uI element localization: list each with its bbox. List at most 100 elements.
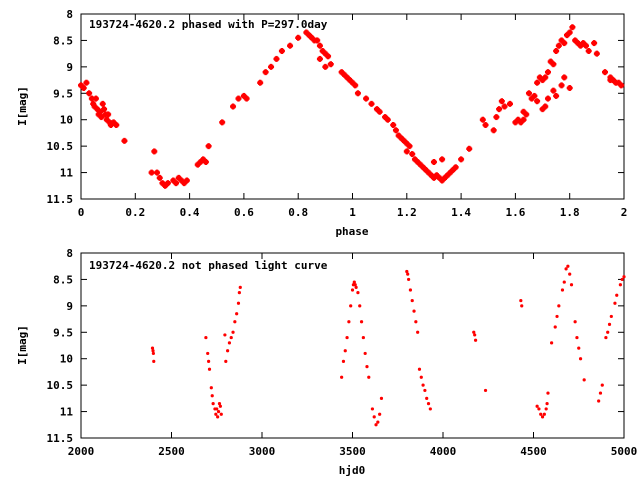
data-point xyxy=(426,402,431,406)
data-point xyxy=(472,330,476,334)
data-point xyxy=(151,351,155,356)
y-tick-label: 11 xyxy=(60,406,74,419)
data-point xyxy=(379,396,384,400)
x-tick-label: 0.4 xyxy=(180,206,200,219)
data-point xyxy=(338,69,345,76)
x-tick-label: 4000 xyxy=(430,445,457,458)
data-point xyxy=(545,402,549,406)
y-axis-label: I[mag] xyxy=(16,325,29,365)
data-point xyxy=(219,412,223,416)
data-point xyxy=(235,312,239,316)
data-point xyxy=(577,42,584,49)
data-point xyxy=(501,103,508,110)
data-point xyxy=(506,100,513,107)
data-point xyxy=(573,320,577,324)
data-point xyxy=(347,320,351,324)
data-point xyxy=(170,177,177,184)
data-point xyxy=(479,116,486,123)
data-point xyxy=(425,169,432,176)
data-point xyxy=(618,283,622,287)
data-point xyxy=(563,32,570,39)
y-tick-label: 9.5 xyxy=(53,87,73,100)
data-point xyxy=(110,119,117,126)
data-point xyxy=(175,174,182,181)
data-point xyxy=(164,180,171,187)
data-point xyxy=(428,407,432,411)
data-point xyxy=(553,92,560,99)
data-point xyxy=(226,349,230,353)
data-point xyxy=(219,119,226,126)
data-point xyxy=(535,404,539,408)
data-point xyxy=(353,283,357,287)
data-point xyxy=(316,55,323,62)
data-point xyxy=(243,95,250,102)
data-point xyxy=(344,74,351,81)
data-point xyxy=(224,359,228,363)
data-point xyxy=(406,272,410,276)
data-point xyxy=(425,396,429,400)
data-point xyxy=(173,180,180,187)
data-point xyxy=(582,378,586,382)
data-point xyxy=(162,182,169,189)
x-tick-label: 2000 xyxy=(68,445,95,458)
data-point xyxy=(593,50,600,57)
data-point xyxy=(200,156,207,163)
x-tick-label: 3500 xyxy=(339,445,366,458)
data-point xyxy=(520,116,527,123)
data-point xyxy=(390,122,397,128)
data-point xyxy=(151,349,155,353)
data-point xyxy=(346,77,353,84)
y-tick-label: 10.5 xyxy=(47,140,74,153)
data-point xyxy=(539,412,543,416)
data-point xyxy=(439,177,446,184)
x-tick-label: 1.8 xyxy=(560,206,580,219)
data-point xyxy=(515,116,522,123)
data-point xyxy=(407,277,411,282)
data-point xyxy=(207,359,211,363)
data-point xyxy=(237,291,241,295)
data-point xyxy=(615,79,622,86)
panel-title: 193724-4620.2 phased with P=297.0day xyxy=(89,18,328,31)
unphased-panel: 2000 2500 3000 3500 4000 4500 5000 8 8.5 9 9.5 10 1… xyxy=(16,247,637,477)
data-point xyxy=(97,108,104,115)
data-point xyxy=(606,330,610,334)
data-point xyxy=(210,394,214,398)
data-point xyxy=(598,391,603,395)
data-point xyxy=(235,95,242,102)
data-point xyxy=(218,404,222,408)
data-point xyxy=(233,320,237,324)
data-point xyxy=(223,333,227,337)
data-point xyxy=(90,100,97,107)
data-point xyxy=(473,333,477,337)
data-point xyxy=(204,335,208,340)
data-point xyxy=(430,159,437,165)
data-point xyxy=(534,98,541,105)
data-point xyxy=(343,349,347,353)
data-point xyxy=(92,95,99,102)
data-point xyxy=(466,145,473,152)
data-point xyxy=(352,280,356,284)
data-point xyxy=(449,166,456,173)
data-point xyxy=(566,29,573,36)
x-tick-label: 0 xyxy=(78,206,85,219)
data-point xyxy=(181,180,188,187)
y-tick-label: 8.5 xyxy=(53,273,73,286)
data-point xyxy=(553,325,557,329)
data-point xyxy=(349,304,353,308)
data-point xyxy=(406,143,413,150)
data-point xyxy=(607,322,612,326)
data-point xyxy=(578,357,583,361)
data-point xyxy=(257,79,264,86)
data-point xyxy=(544,69,551,76)
x-tick-label: 4500 xyxy=(520,445,547,458)
data-point xyxy=(562,280,566,284)
data-point xyxy=(150,346,155,350)
data-point xyxy=(231,330,235,334)
data-point xyxy=(496,106,503,113)
data-point xyxy=(154,169,161,176)
data-point xyxy=(236,301,241,305)
data-point xyxy=(403,148,410,155)
data-point xyxy=(295,34,302,41)
data-point xyxy=(558,37,565,44)
x-tick-label: 1.6 xyxy=(505,206,525,219)
